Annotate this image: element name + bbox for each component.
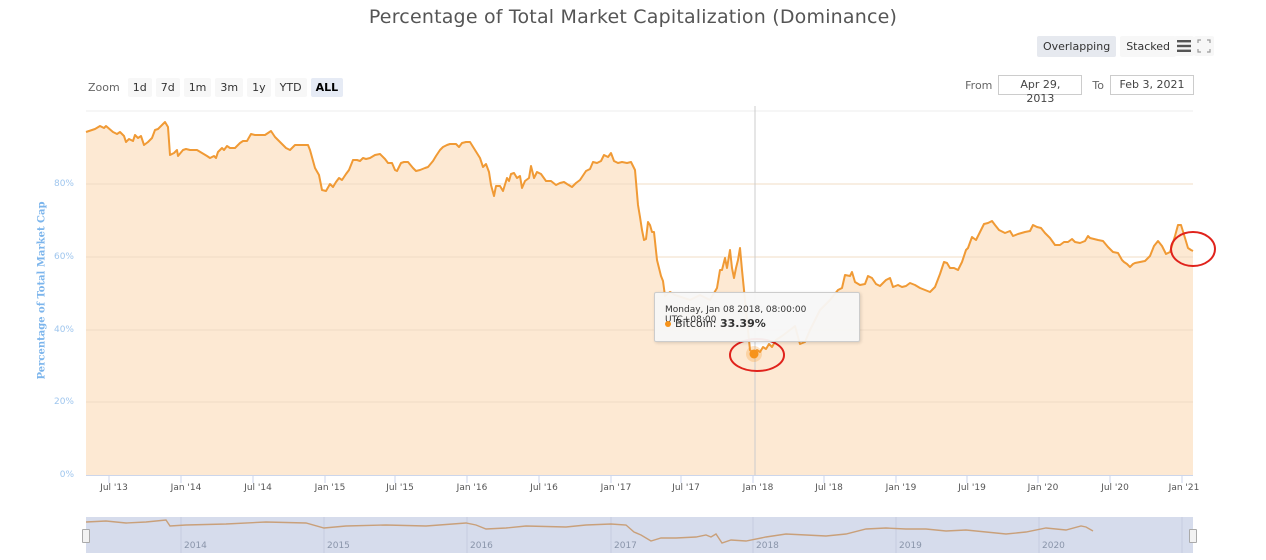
tooltip-value: 33.39% xyxy=(719,317,766,330)
navigator-year-label: 2018 xyxy=(756,541,779,551)
zoom-1y-button[interactable]: 1y xyxy=(247,78,271,97)
date-range-inputs: From Apr 29, 2013 To Feb 3, 2021 xyxy=(965,75,1194,105)
x-tick-label: Jul '15 xyxy=(386,483,414,493)
y-tick-label: 20% xyxy=(53,397,74,407)
x-tick-label: Jul '19 xyxy=(958,483,986,493)
x-tick-label: Jul '18 xyxy=(815,483,843,493)
navigator[interactable]: 2014 2015 2016 2017 2018 2019 2020 xyxy=(82,517,1197,553)
annotation-circle-latest xyxy=(1170,231,1216,267)
y-tick-label: 40% xyxy=(53,325,74,335)
navigator-year-label: 2017 xyxy=(614,541,637,551)
from-label: From xyxy=(965,78,993,92)
from-date-input[interactable]: Apr 29, 2013 xyxy=(998,75,1083,105)
x-tick-label: Jul '17 xyxy=(672,483,700,493)
chart-title: Percentage of Total Market Capitalizatio… xyxy=(368,6,898,28)
tooltip-series-row: Bitcoin: 33.39% xyxy=(665,317,766,330)
navigator-year-label: 2014 xyxy=(184,541,207,551)
x-tick-label: Jan '15 xyxy=(314,483,346,493)
navigator-year-label: 2020 xyxy=(1042,541,1065,551)
tooltip-series-name: Bitcoin: xyxy=(675,317,717,330)
grid-lines-over-area xyxy=(86,183,1193,403)
dominance-area xyxy=(86,122,1193,475)
to-label: To xyxy=(1092,78,1104,92)
y-tick-label: 60% xyxy=(53,252,74,262)
fullscreen-button[interactable] xyxy=(1194,36,1214,56)
navigator-right-handle[interactable] xyxy=(1189,529,1197,543)
zoom-3m-button[interactable]: 3m xyxy=(215,78,244,97)
data-tooltip: Monday, Jan 08 2018, 08:00:00 UTC+08:00 … xyxy=(654,292,860,342)
series-color-dot-icon xyxy=(665,321,671,327)
zoom-label: Zoom xyxy=(88,81,120,94)
x-tick-label: Jan '20 xyxy=(1027,483,1059,493)
display-mode-toggle: Overlapping Stacked xyxy=(1036,36,1176,57)
range-selector-buttons: Zoom 1d 7d 1m 3m 1y YTD ALL xyxy=(88,78,344,97)
x-tick-label: Jul '20 xyxy=(1101,483,1129,493)
navigator-series xyxy=(86,517,1183,553)
navigator-year-lines xyxy=(180,517,1183,553)
x-tick-label: Jul '16 xyxy=(530,483,558,493)
x-tick-label: Jan '16 xyxy=(456,483,488,493)
zoom-1d-button[interactable]: 1d xyxy=(127,78,152,97)
x-tick-label: Jan '18 xyxy=(742,483,774,493)
navigator-year-label: 2015 xyxy=(327,541,350,551)
tooltip-date: Monday, Jan 08 2018, 08:00:00 UTC+08:00 xyxy=(665,305,807,325)
zoom-all-button[interactable]: ALL xyxy=(310,78,344,97)
x-tick-label: Jan '17 xyxy=(600,483,632,493)
x-tick-label: Jan '21 xyxy=(1168,483,1200,493)
fullscreen-icon xyxy=(1197,39,1211,53)
zoom-7d-button[interactable]: 7d xyxy=(155,78,180,97)
x-tick-label: Jan '19 xyxy=(885,483,917,493)
x-tick-label: Jul '14 xyxy=(244,483,272,493)
stacked-mode-button[interactable]: Stacked xyxy=(1120,36,1176,57)
x-tick-label: Jul '13 xyxy=(100,483,128,493)
y-tick-label: 0% xyxy=(59,470,74,480)
zoom-ytd-button[interactable]: YTD xyxy=(274,78,307,97)
navigator-left-handle[interactable] xyxy=(82,529,90,543)
navigator-year-label: 2019 xyxy=(899,541,922,551)
x-tick-label: Jan '14 xyxy=(170,483,202,493)
hamburger-menu-icon xyxy=(1177,40,1191,52)
x-axis-ticks xyxy=(108,475,1183,483)
overlapping-mode-button[interactable]: Overlapping xyxy=(1036,36,1117,57)
y-tick-label: 80% xyxy=(53,179,74,189)
to-date-input[interactable]: Feb 3, 2021 xyxy=(1110,75,1194,95)
hover-point[interactable] xyxy=(749,349,759,359)
chart-menu-button[interactable] xyxy=(1174,36,1194,56)
zoom-1m-button[interactable]: 1m xyxy=(183,78,212,97)
plot-area[interactable] xyxy=(0,0,1266,500)
bitcoin-dominance-line[interactable] xyxy=(85,121,1194,355)
navigator-year-label: 2016 xyxy=(470,541,493,551)
